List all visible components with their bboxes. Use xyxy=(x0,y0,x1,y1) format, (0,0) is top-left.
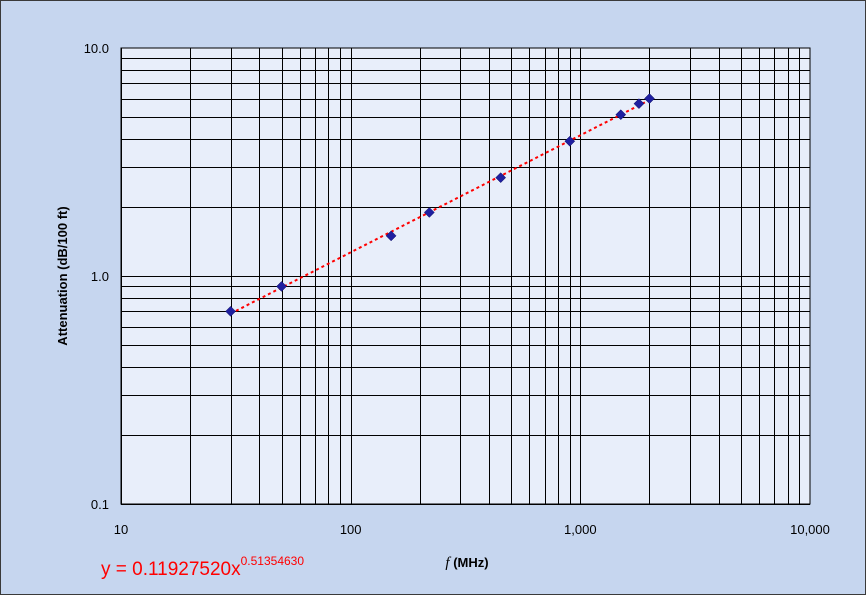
x-tick-label: 10 xyxy=(114,522,128,537)
y-tick-label: 1.0 xyxy=(91,269,109,284)
y-tick-labels: 0.1 1.0 10.0 xyxy=(84,41,109,512)
x-tick-labels: 10 100 1,000 10,000 xyxy=(114,522,830,537)
x-tick-label: 100 xyxy=(340,522,362,537)
data-point xyxy=(633,98,645,110)
x-axis-unit: (MHz) xyxy=(450,555,489,570)
equation-exponent: 0.51354630 xyxy=(241,554,305,568)
data-point xyxy=(225,305,236,317)
data-point xyxy=(495,172,507,184)
x-axis-variable: f xyxy=(445,555,451,571)
y-tick-label: 10.0 xyxy=(84,41,109,56)
y-axis-title: Attenuation (dB/100 ft) xyxy=(55,206,70,345)
data-point xyxy=(423,207,435,218)
data-point xyxy=(644,93,655,104)
gridlines xyxy=(121,48,810,505)
data-point xyxy=(276,281,287,292)
x-axis-title: f (MHz) xyxy=(445,555,488,571)
trendline-equation: y = 0.11927520x0.51354630 xyxy=(101,554,304,580)
data-point xyxy=(615,109,627,121)
trendline xyxy=(230,99,650,315)
data-points xyxy=(225,93,655,317)
equation-base: y = 0.11927520x xyxy=(101,559,241,580)
data-point xyxy=(385,230,397,242)
x-tick-label: 10,000 xyxy=(790,522,830,537)
x-tick-label: 1,000 xyxy=(564,522,597,537)
y-tick-label: 0.1 xyxy=(91,497,109,512)
plot-border xyxy=(120,47,811,505)
data-point xyxy=(564,135,576,147)
